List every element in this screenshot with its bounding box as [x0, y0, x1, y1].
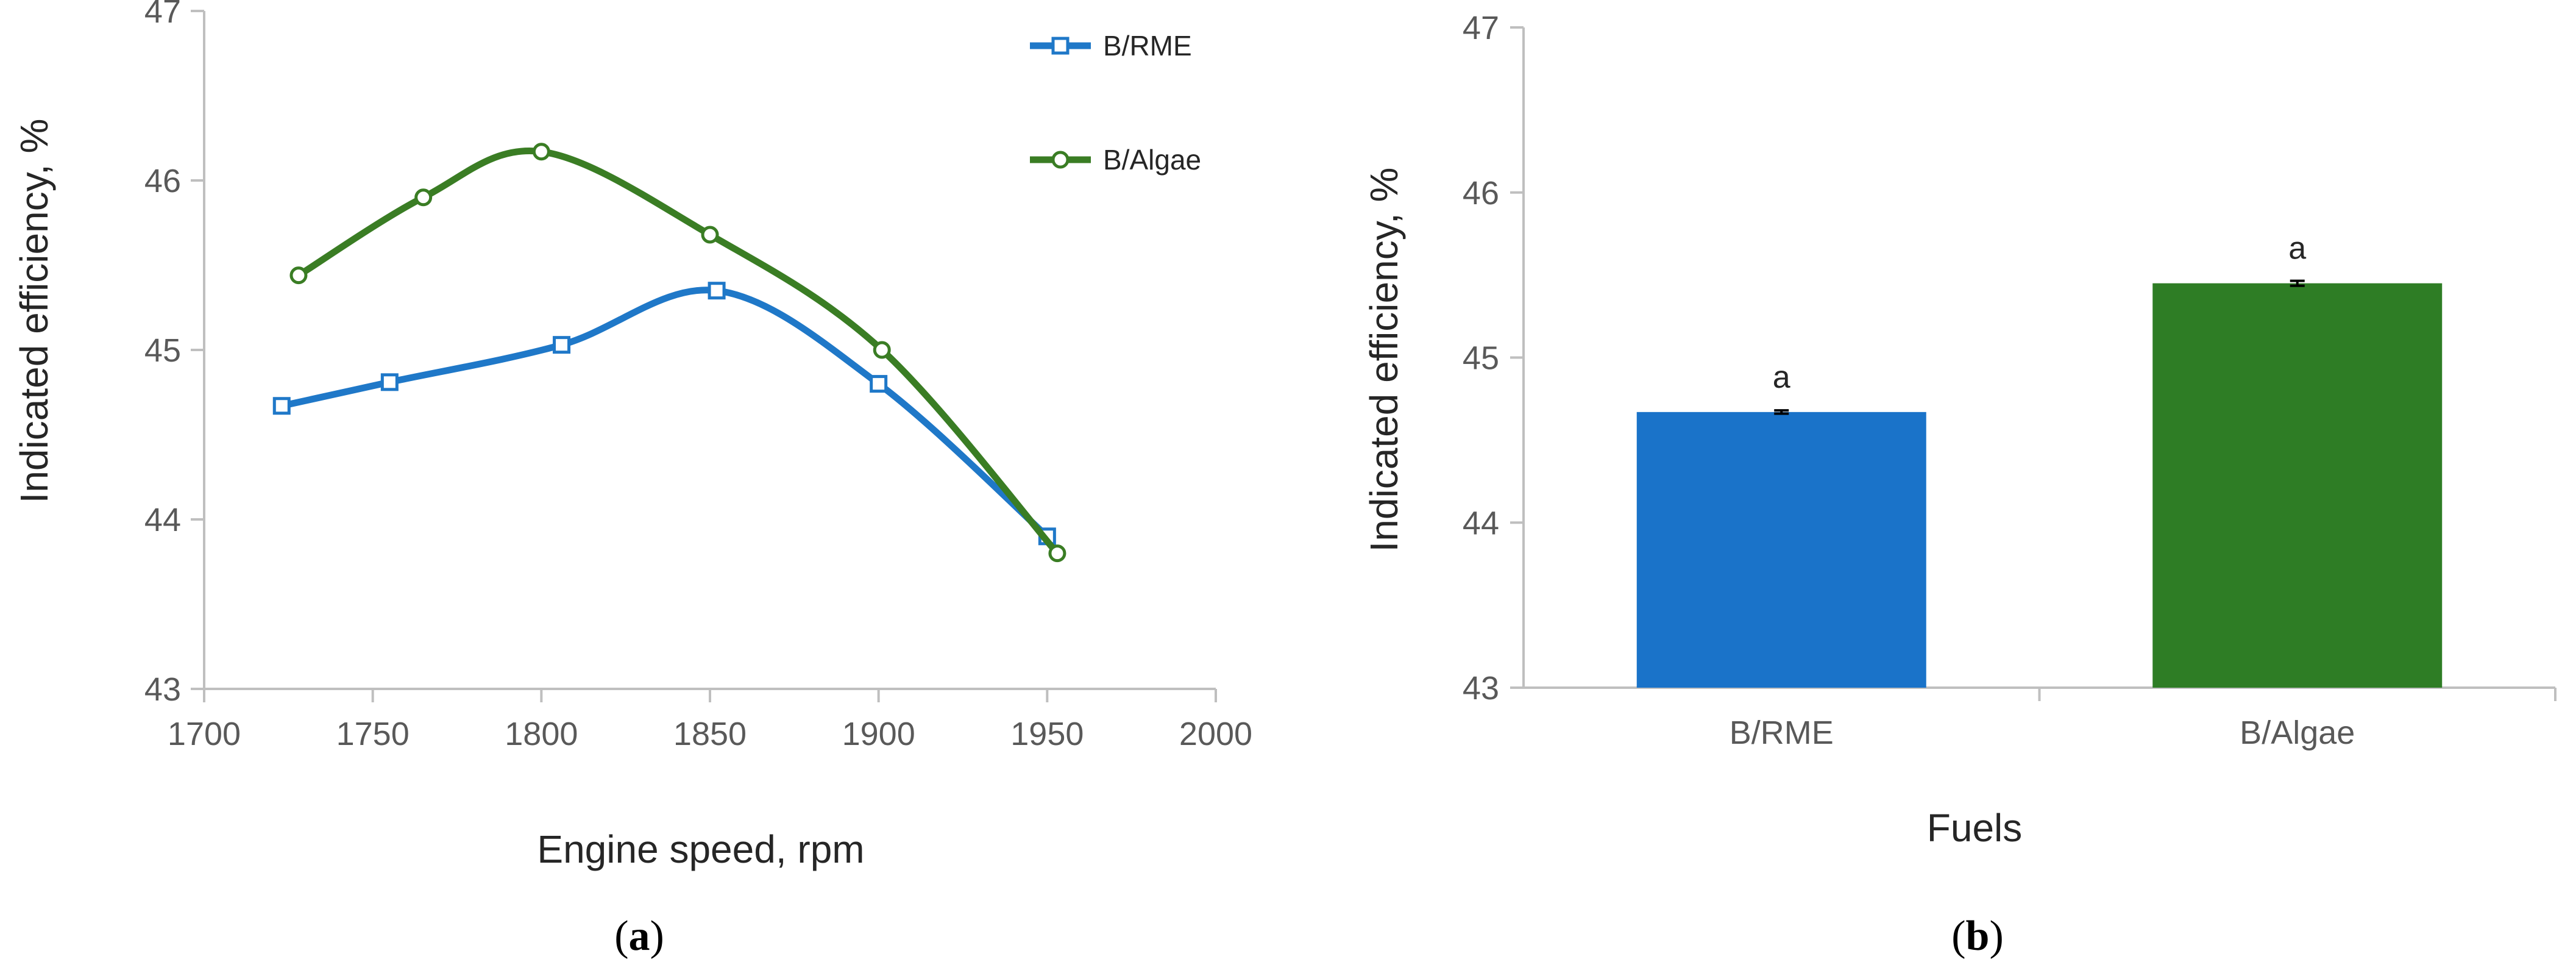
- panel-a-y-tick-label: 46: [144, 163, 181, 199]
- panel-b-x-axis-title: Fuels: [1927, 806, 2023, 850]
- panel-b-y-tick-label: 45: [1463, 340, 1499, 377]
- panel-b-bar-b-rme: [1636, 412, 1926, 688]
- panel-a-x-tick-labels: 1700 1750 1800 1850 1900 1950 2000: [168, 716, 1252, 752]
- panel-a-line-b-algae: [297, 148, 1060, 556]
- panel-a-x-tick-label: 1950: [1010, 716, 1084, 752]
- panel-a-y-tick-label: 45: [144, 332, 181, 369]
- panel-a-series: [272, 143, 1066, 563]
- panel-a-data-point-square: [380, 373, 399, 391]
- panel-a-data-point-circle: [289, 266, 308, 285]
- panel-a-x-tick-label: 1850: [673, 716, 747, 752]
- panel-a-y-tick-label: 43: [144, 671, 181, 708]
- panel-a-data-point-circle: [873, 341, 891, 359]
- panel-a-y-axis-title: Indicated efficiency, %: [12, 119, 56, 504]
- panel-b-significance-label: a: [2288, 231, 2306, 266]
- panel-a-legend: B/RME B/Algae: [1030, 30, 1201, 176]
- panel-b-y-tick-label: 47: [1463, 10, 1499, 46]
- panel-b-caption: (b): [1951, 913, 2004, 960]
- panel-a-data-point-circle: [1048, 544, 1066, 563]
- panel-a-data-point-square: [870, 375, 888, 393]
- panel-b-significance-label: a: [1773, 360, 1790, 395]
- panel-a-x-tick-label: 2000: [1179, 716, 1252, 752]
- panel-a-x-tick-label: 1800: [505, 716, 578, 752]
- panel-b-x-tick-labels: B/RME B/Algae: [1730, 715, 2355, 751]
- panel-a-data-point-square: [553, 336, 571, 354]
- panel-a-x-tick-label: 1900: [842, 716, 915, 752]
- panel-a-x-axis-title: Engine speed, rpm: [537, 827, 864, 871]
- panel-a-caption-letter: a: [629, 913, 650, 960]
- panel-b-y-axis-title: Indicated efficiency, %: [1362, 168, 1406, 552]
- panel-a-x-tick-label: 1750: [336, 716, 410, 752]
- panel-a-y-tick-label: 47: [144, 0, 181, 30]
- panel-a-axes: [191, 10, 1217, 702]
- panel-b-caption-letter: b: [1966, 913, 1990, 960]
- panel-a-data-point-circle: [701, 226, 719, 244]
- panel-a-x-tick-label: 1700: [168, 716, 241, 752]
- panel-a-legend-marker: [1051, 151, 1070, 169]
- panel-a-data-point-square: [272, 397, 291, 415]
- panel-a-legend-label: B/Algae: [1103, 144, 1201, 176]
- panel-b-x-tick-label: B/Algae: [2240, 715, 2355, 751]
- panel-a-data-point-circle: [414, 188, 433, 207]
- panel-b-y-tick-labels: 43 44 45 46 47: [1463, 10, 1499, 707]
- panel-b-bars: aa: [1636, 231, 2443, 688]
- panel-b-y-tick-label: 46: [1463, 175, 1499, 212]
- panel-a-line-b-rme: [281, 287, 1050, 539]
- panel-a-legend-label: B/RME: [1103, 30, 1192, 62]
- panel-a-legend-marker: [1051, 37, 1070, 55]
- panel-a-y-tick-labels: 43 44 45 46 47: [144, 0, 181, 708]
- panel-b-y-tick-label: 43: [1463, 670, 1499, 707]
- panel-a-data-point-circle: [532, 143, 550, 161]
- panel-b-x-tick-label: B/RME: [1730, 715, 1834, 751]
- panel-a-y-tick-label: 44: [144, 502, 181, 538]
- panel-b-bar-b-algae: [2152, 283, 2443, 688]
- panel-a-data-point-square: [708, 282, 726, 300]
- panel-a-caption: (a): [614, 913, 664, 960]
- panel-b-y-tick-label: 44: [1463, 505, 1499, 541]
